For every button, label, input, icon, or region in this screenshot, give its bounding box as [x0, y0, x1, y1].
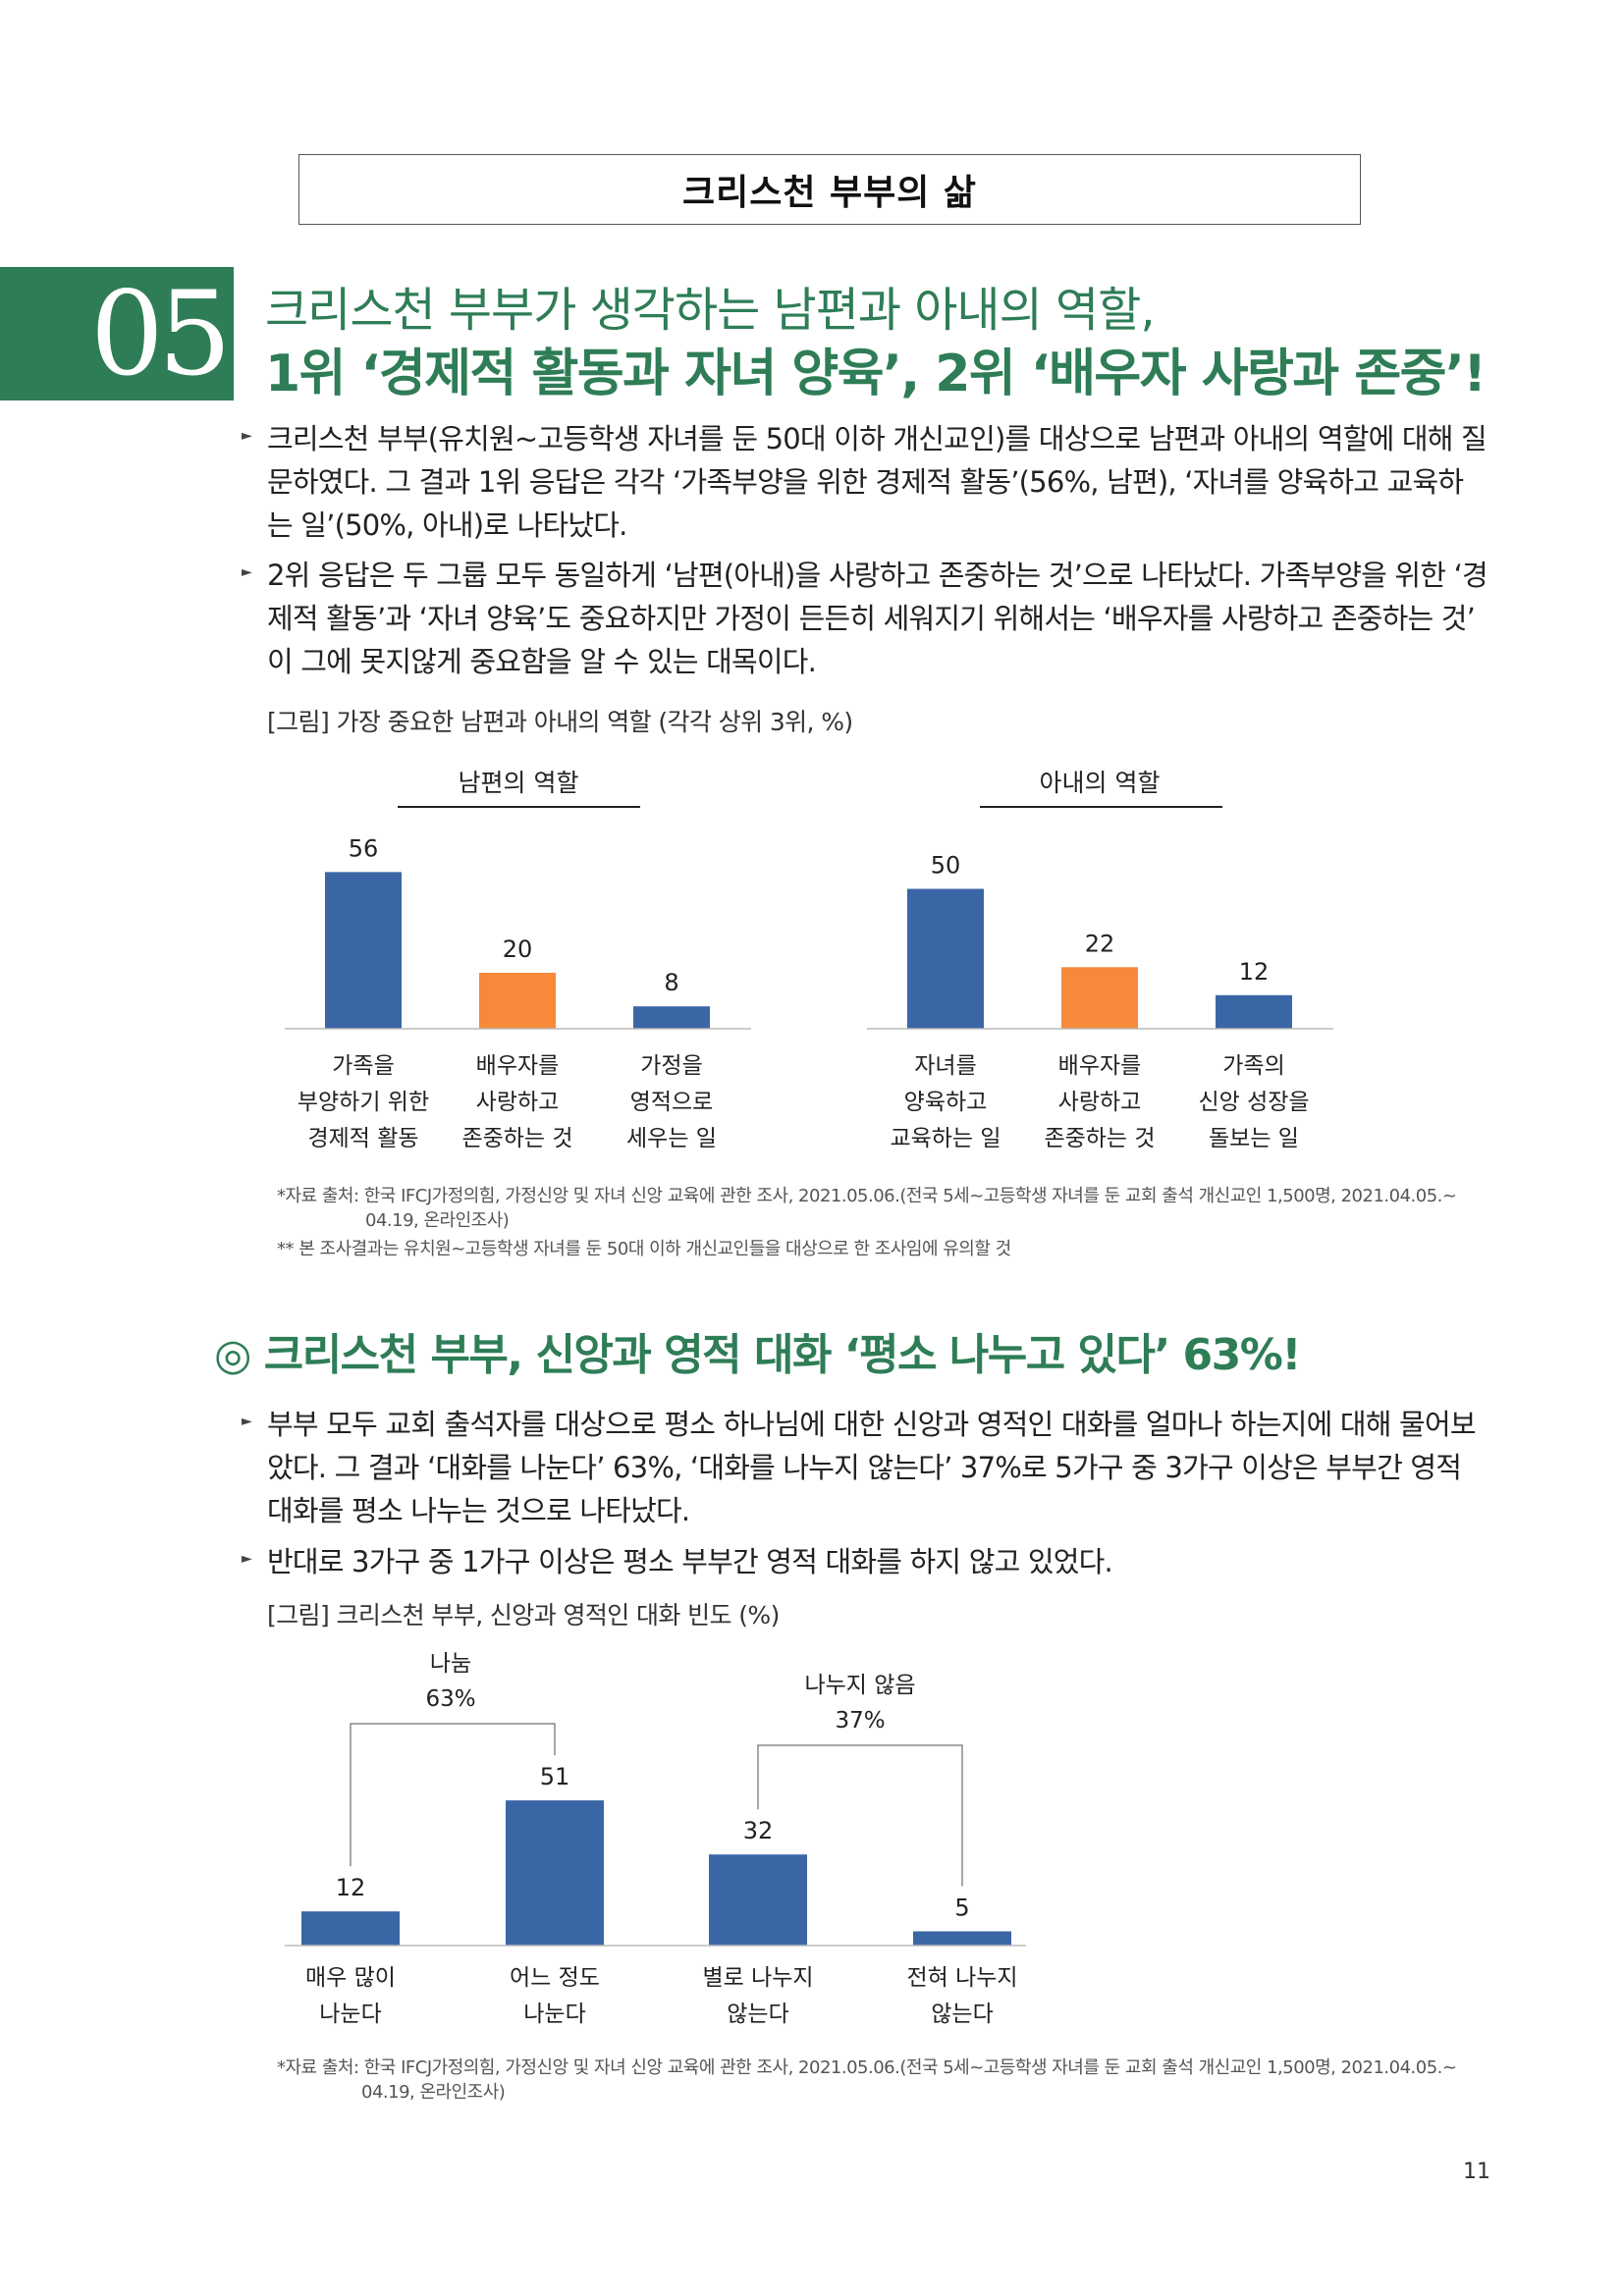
- data-label: 8: [664, 969, 678, 996]
- chart-title: 아내의 역할: [1040, 769, 1161, 797]
- category-label: 사랑하고: [1058, 1090, 1142, 1115]
- category-label: 별로 나누지: [702, 1965, 813, 1991]
- category-label: 사랑하고: [476, 1090, 560, 1115]
- data-label: 22: [1085, 930, 1115, 957]
- bar: [913, 1931, 1011, 1946]
- paragraph: 2위 응답은 두 그룹 모두 동일하게 ‘남편(아내)을 사랑하고 존중하는 것…: [267, 554, 1488, 683]
- bar: [1061, 967, 1138, 1029]
- category-label: 않는다: [727, 2002, 788, 2027]
- chart-title: 남편의 역할: [459, 769, 579, 797]
- source-note: ** 본 조사결과는 유치원~고등학생 자녀를 둔 50대 이하 개신교인들을 …: [277, 1239, 1011, 1259]
- category-label: 신앙 성장을: [1198, 1090, 1309, 1115]
- paragraph-line: 반대로 3가구 중 1가구 이상은 평소 부부간 영적 대화를 하지 않고 있었…: [267, 1545, 1113, 1578]
- paragraph-line: 대화를 평소 나누는 것으로 나타났다.: [267, 1494, 690, 1527]
- section-headline-line1: 크리스천 부부가 생각하는 남편과 아내의 역할,: [265, 283, 1156, 338]
- paragraph-line: 문하였다. 그 결과 1위 응답은 각각 ‘가족부양을 위한 경제적 활동’(5…: [267, 465, 1464, 499]
- bar: [301, 1911, 400, 1946]
- category-label: 나눈다: [319, 2002, 381, 2027]
- category-label: 않는다: [931, 2002, 993, 2027]
- paragraph: 크리스천 부부(유치원~고등학생 자녀를 둔 50대 이하 개신교인)를 대상으…: [267, 417, 1488, 547]
- data-label: 12: [336, 1874, 366, 1901]
- paragraph-line: 았다. 그 결과 ‘대화를 나눈다’ 63%, ‘대화를 나누지 않는다’ 37…: [267, 1451, 1462, 1484]
- data-label: 50: [931, 852, 961, 880]
- figure-caption: [그림] 가장 중요한 남편과 아내의 역할 (각각 상위 3위, %): [267, 708, 853, 736]
- category-label: 전혀 나누지: [906, 1965, 1017, 1991]
- bar: [633, 1006, 710, 1029]
- source-note: *자료 출처: 한국 IFCJ가정의힘, 가정신앙 및 자녀 신앙 교육에 관한…: [277, 1186, 1457, 1206]
- paragraph: 반대로 3가구 중 1가구 이상은 평소 부부간 영적 대화를 하지 않고 있었…: [267, 1540, 1477, 1583]
- paragraph-line: 이 그에 못지않게 중요함을 알 수 있는 대목이다.: [267, 645, 817, 678]
- category-label: 자녀를: [914, 1053, 976, 1079]
- category-label: 영적으로: [630, 1090, 714, 1115]
- data-label: 32: [743, 1817, 774, 1844]
- bar: [907, 888, 984, 1029]
- paragraph-line: 는 일’(50%, 아내)로 나타났다.: [267, 508, 627, 542]
- data-label: 20: [503, 935, 533, 963]
- bullet-icon: ►: [242, 564, 252, 580]
- group-value: 63%: [425, 1686, 475, 1712]
- figure-caption: [그림] 크리스천 부부, 신앙과 영적인 대화 빈도 (%): [267, 1601, 780, 1629]
- page-header-title: 크리스천 부부의 삶: [298, 154, 1361, 225]
- category-label: 세우는 일: [626, 1126, 717, 1151]
- category-label: 가족의: [1222, 1053, 1284, 1079]
- source-note: *자료 출처: 한국 IFCJ가정의힘, 가정신앙 및 자녀 신앙 교육에 관한…: [277, 2057, 1457, 2078]
- bar: [1216, 994, 1292, 1029]
- category-label: 교육하는 일: [890, 1126, 1001, 1151]
- category-label: 경제적 활동: [307, 1126, 418, 1151]
- paragraph-line: 2위 응답은 두 그룹 모두 동일하게 ‘남편(아내)을 사랑하고 존중하는 것…: [267, 559, 1488, 592]
- section-number-badge: 05: [0, 266, 234, 401]
- category-label: 존중하는 것: [1044, 1126, 1155, 1151]
- category-label: 배우자를: [1058, 1053, 1142, 1079]
- section2-headline: ◎ 크리스천 부부, 신앙과 영적 대화 ‘평소 나누고 있다’ 63%!: [214, 1330, 1301, 1380]
- bullet-icon: ►: [242, 1551, 252, 1567]
- group-bracket: [757, 1744, 963, 1887]
- section-headline-line2: 1위 ‘경제적 활동과 자녀 양육’, 2위 ‘배우자 사랑과 존중’!: [265, 345, 1487, 403]
- group-label: 나눔: [430, 1651, 471, 1677]
- data-label: 12: [1239, 958, 1270, 986]
- category-label: 나눈다: [523, 2002, 585, 2027]
- category-label: 존중하는 것: [461, 1126, 572, 1151]
- category-label: 부양하기 위한: [298, 1090, 429, 1115]
- source-note: 04.19, 온라인조사): [361, 2082, 506, 2103]
- category-label: 가족을: [332, 1053, 394, 1079]
- bullet-icon: ►: [242, 1414, 252, 1429]
- group-value: 37%: [835, 1708, 885, 1734]
- paragraph: 부부 모두 교회 출석자를 대상으로 평소 하나님에 대한 신앙과 영적인 대화…: [267, 1403, 1477, 1532]
- paragraph-line: 제적 활동’과 ‘자녀 양육’도 중요하지만 가정이 든든히 세워지기 위해서는…: [267, 602, 1476, 635]
- category-label: 매우 많이: [305, 1965, 396, 1991]
- category-label: 가정을: [640, 1053, 702, 1079]
- category-label: 배우자를: [476, 1053, 560, 1079]
- paragraph-line: 크리스천 부부(유치원~고등학생 자녀를 둔 50대 이하 개신교인)를 대상으…: [267, 422, 1488, 455]
- group-label: 나누지 않음: [804, 1673, 915, 1698]
- data-label: 56: [349, 834, 379, 862]
- bar: [506, 1800, 604, 1946]
- data-label: 5: [954, 1895, 969, 1922]
- category-label: 어느 정도: [510, 1965, 600, 1991]
- bar: [709, 1854, 807, 1946]
- bar: [325, 872, 402, 1029]
- page-number: 11: [1463, 2160, 1490, 2184]
- category-label: 양육하고: [904, 1090, 988, 1115]
- paragraph-line: 부부 모두 교회 출석자를 대상으로 평소 하나님에 대한 신앙과 영적인 대화…: [267, 1408, 1477, 1441]
- group-bracket: [350, 1723, 556, 1867]
- source-note: 04.19, 온라인조사): [365, 1210, 510, 1231]
- category-label: 돌보는 일: [1209, 1126, 1299, 1151]
- data-label: 51: [540, 1763, 570, 1790]
- bar: [479, 973, 556, 1029]
- bullet-icon: ►: [242, 428, 252, 444]
